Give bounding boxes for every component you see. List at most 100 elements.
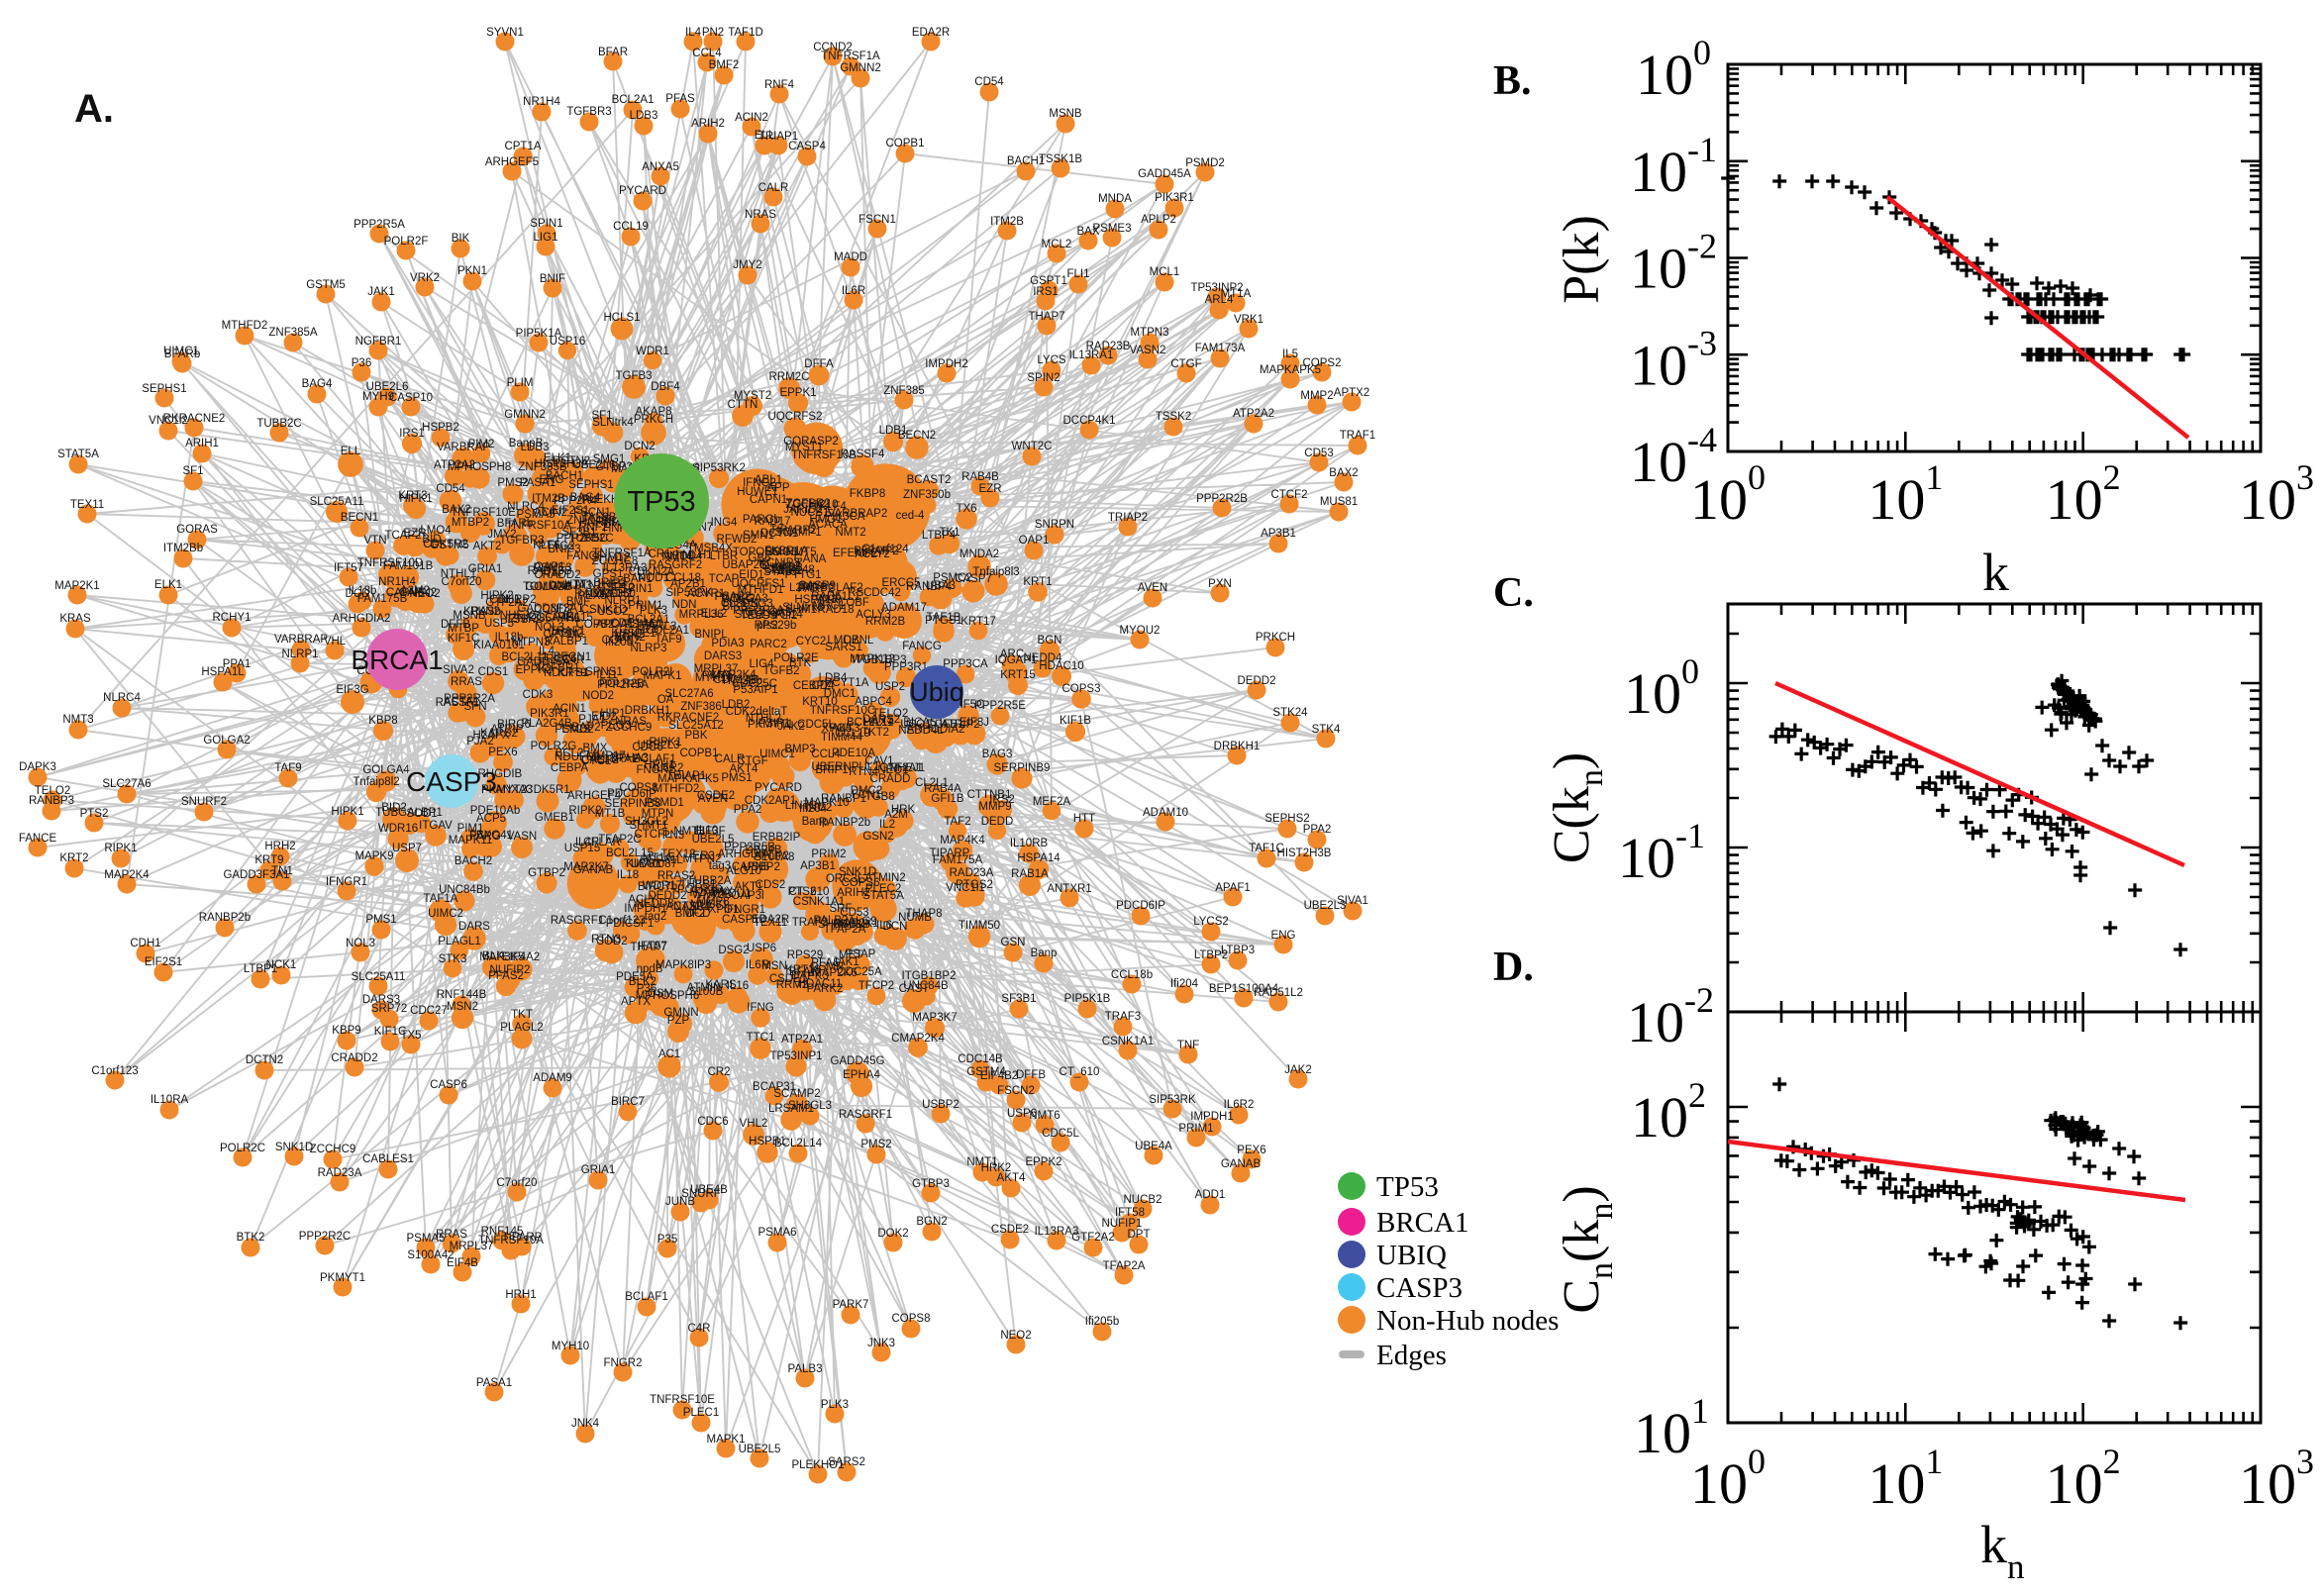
svg-text:BAG3: BAG3 [982, 748, 1013, 760]
svg-text:EFEMP2: EFEMP2 [833, 548, 878, 559]
svg-text:APLP2: APLP2 [1141, 214, 1176, 226]
svg-text:HSPB2: HSPB2 [422, 422, 459, 434]
svg-text:NLRP2: NLRP2 [499, 594, 536, 606]
svg-text:ATMIN2: ATMIN2 [864, 872, 905, 884]
svg-text:TX6: TX6 [956, 503, 976, 515]
svg-text:TFAP2A: TFAP2A [1103, 1260, 1146, 1272]
svg-text:PPP2R4: PPP2R4 [554, 495, 598, 507]
svg-text:TNF: TNF [1177, 1040, 1199, 1051]
svg-text:STK4: STK4 [1312, 724, 1341, 736]
svg-text:MYH10: MYH10 [552, 1341, 589, 1352]
svg-text:BNIPL: BNIPL [694, 629, 728, 641]
svg-text:CFLAR: CFLAR [583, 837, 621, 848]
svg-text:ARHGDIA2: ARHGDIA2 [333, 613, 391, 625]
svg-text:COPS8: COPS8 [892, 1313, 931, 1325]
svg-text:B.: B. [1493, 58, 1532, 104]
svg-text:RCHY1: RCHY1 [213, 612, 252, 624]
svg-text:ced-4: ced-4 [896, 510, 925, 522]
svg-text:MAP4K4: MAP4K4 [940, 835, 985, 847]
svg-text:FCN1: FCN1 [852, 789, 881, 801]
svg-text:FANCG: FANCG [902, 641, 942, 652]
svg-text:WDR16: WDR16 [378, 823, 418, 835]
svg-text:FAM175A: FAM175A [933, 854, 983, 866]
svg-text:MAPK8IP3: MAPK8IP3 [656, 959, 711, 971]
svg-text:Tnfaip8l2: Tnfaip8l2 [353, 776, 399, 788]
svg-text:CTTN: CTTN [728, 399, 758, 411]
svg-text:PN3: PN3 [662, 830, 684, 842]
svg-text:SARS2: SARS2 [828, 1456, 865, 1468]
svg-text:TP53: TP53 [627, 486, 695, 518]
svg-text:FLI1: FLI1 [1066, 268, 1089, 280]
svg-text:SEPHS1: SEPHS1 [568, 479, 613, 491]
svg-text:SIP53RK2: SIP53RK2 [692, 462, 746, 474]
svg-text:HIPK1: HIPK1 [331, 806, 363, 818]
svg-text:DBF4: DBF4 [651, 381, 680, 393]
svg-text:NMT5: NMT5 [785, 547, 816, 558]
svg-text:MPHOSPH8: MPHOSPH8 [448, 461, 512, 473]
svg-text:CCL19: CCL19 [613, 221, 649, 233]
svg-text:MSN: MSN [761, 960, 787, 972]
svg-text:TRAF3: TRAF3 [1105, 1011, 1141, 1023]
svg-text:CCL18b: CCL18b [1111, 969, 1153, 981]
svg-text:LYCS2: LYCS2 [1193, 916, 1229, 928]
svg-text:D.: D. [1493, 945, 1534, 990]
svg-text:CASP6: CASP6 [430, 1079, 467, 1091]
svg-text:ZCCHC9: ZCCHC9 [310, 1144, 356, 1155]
svg-text:KBP8: KBP8 [368, 715, 397, 727]
svg-text:ZNF350b: ZNF350b [903, 489, 951, 501]
svg-text:COPB1: COPB1 [886, 138, 925, 150]
svg-text:NEDD4: NEDD4 [1024, 652, 1063, 664]
svg-text:VARBRAP: VARBRAP [274, 634, 328, 646]
svg-text:DCCP4K1: DCCP4K1 [1062, 415, 1115, 427]
svg-text:TRAF1: TRAF1 [1340, 430, 1375, 442]
svg-text:IMPDH2: IMPDH2 [925, 358, 967, 370]
svg-text:MAP2K1: MAP2K1 [54, 580, 99, 592]
svg-text:VTN: VTN [364, 535, 387, 547]
svg-text:PTGS1: PTGS1 [925, 615, 962, 627]
svg-text:SIVA1: SIVA1 [1337, 895, 1368, 907]
svg-text:DNAJA3: DNAJA3 [549, 580, 592, 592]
svg-text:SLC25A11: SLC25A11 [310, 496, 364, 508]
svg-text:ARL4: ARL4 [1205, 294, 1234, 306]
svg-text:RANBP3: RANBP3 [29, 795, 74, 807]
svg-text:PEX6: PEX6 [1237, 1145, 1265, 1156]
svg-text:PLA2G4B: PLA2G4B [521, 718, 571, 730]
svg-text:PKN2: PKN2 [470, 606, 500, 618]
svg-text:WNT2C: WNT2C [1012, 441, 1053, 452]
svg-text:CMAP2K4: CMAP2K4 [891, 1033, 945, 1045]
svg-text:GSTM4: GSTM4 [966, 1066, 1006, 1078]
svg-text:LMO7: LMO7 [827, 635, 858, 647]
svg-text:GOLGA5: GOLGA5 [745, 607, 791, 619]
svg-text:CSDE2: CSDE2 [991, 1224, 1029, 1236]
svg-text:CSNK1A1: CSNK1A1 [1102, 1036, 1154, 1047]
svg-text:CALR: CALR [758, 182, 789, 194]
svg-text:PJA1: PJA1 [578, 714, 606, 726]
svg-text:APTX: APTX [621, 996, 651, 1008]
svg-text:GMNN: GMNN [663, 1007, 698, 1019]
svg-text:PKMYT1: PKMYT1 [320, 1272, 365, 1284]
svg-text:ADAM9: ADAM9 [533, 1072, 572, 1084]
svg-text:SRF: SRF [830, 903, 853, 915]
svg-text:GMEB1: GMEB1 [535, 812, 574, 824]
svg-text:PMS2: PMS2 [860, 1139, 891, 1150]
svg-text:MNDA: MNDA [1098, 193, 1132, 205]
svg-text:PSME3: PSME3 [1093, 223, 1132, 235]
svg-text:TP53INP1: TP53INP1 [769, 1050, 822, 1062]
svg-text:IL10RB: IL10RB [1010, 838, 1049, 849]
svg-text:BCLAF1: BCLAF1 [625, 1291, 667, 1303]
svg-text:ELL: ELL [341, 446, 361, 457]
svg-text:IL4: IL4 [685, 27, 702, 39]
svg-text:ARL3: ARL3 [649, 621, 677, 633]
svg-text:GOLGA2: GOLGA2 [203, 735, 250, 747]
svg-text:BanpB: BanpB [509, 438, 544, 449]
svg-text:BIK: BIK [452, 233, 470, 245]
svg-text:SPIN1: SPIN1 [530, 218, 562, 230]
svg-text:KRT3: KRT3 [398, 490, 427, 502]
svg-text:NOD2: NOD2 [582, 690, 614, 702]
svg-text:CD53: CD53 [1304, 448, 1333, 459]
svg-text:DRBKH1: DRBKH1 [1214, 741, 1261, 752]
svg-text:SHMT2: SHMT2 [592, 552, 631, 564]
svg-text:ELK1: ELK1 [154, 579, 182, 591]
svg-text:KRT17: KRT17 [960, 616, 996, 628]
svg-text:SLNtrk4: SLNtrk4 [592, 417, 634, 429]
